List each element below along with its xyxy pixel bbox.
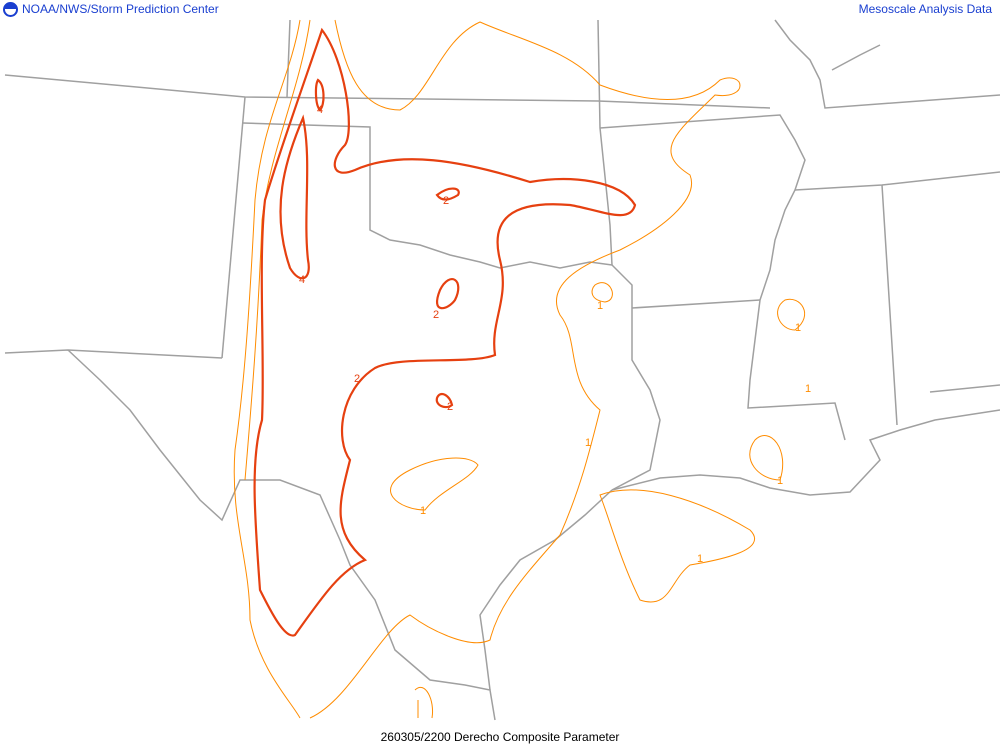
contours-thin	[233, 19, 806, 719]
contour-label: 1	[795, 322, 801, 334]
contour-label: 1	[597, 300, 603, 312]
contours-thick	[253, 27, 637, 637]
contour-label: 4	[317, 104, 323, 116]
state-borders	[4, 19, 1000, 721]
noaa-logo-icon	[3, 2, 18, 17]
contour-label: 1	[585, 437, 591, 449]
contour-label: 4	[299, 274, 305, 286]
contour-labels: 4 4 2 2 2 2 1 1 1 1 1 1 1	[299, 104, 811, 565]
map-caption: 260305/2200 Derecho Composite Parameter	[380, 730, 620, 744]
contour-label: 2	[447, 401, 453, 413]
header-right-title: Mesoscale Analysis Data	[858, 2, 992, 16]
contour-label: 1	[805, 383, 811, 395]
contour-label: 2	[354, 373, 360, 385]
header-left-title: NOAA/NWS/Storm Prediction Center	[22, 2, 219, 16]
contour-label: 1	[777, 475, 783, 487]
contour-label: 2	[443, 195, 449, 207]
contour-label: 1	[697, 553, 703, 565]
contour-label: 2	[433, 309, 439, 321]
contour-label: 1	[420, 505, 426, 517]
